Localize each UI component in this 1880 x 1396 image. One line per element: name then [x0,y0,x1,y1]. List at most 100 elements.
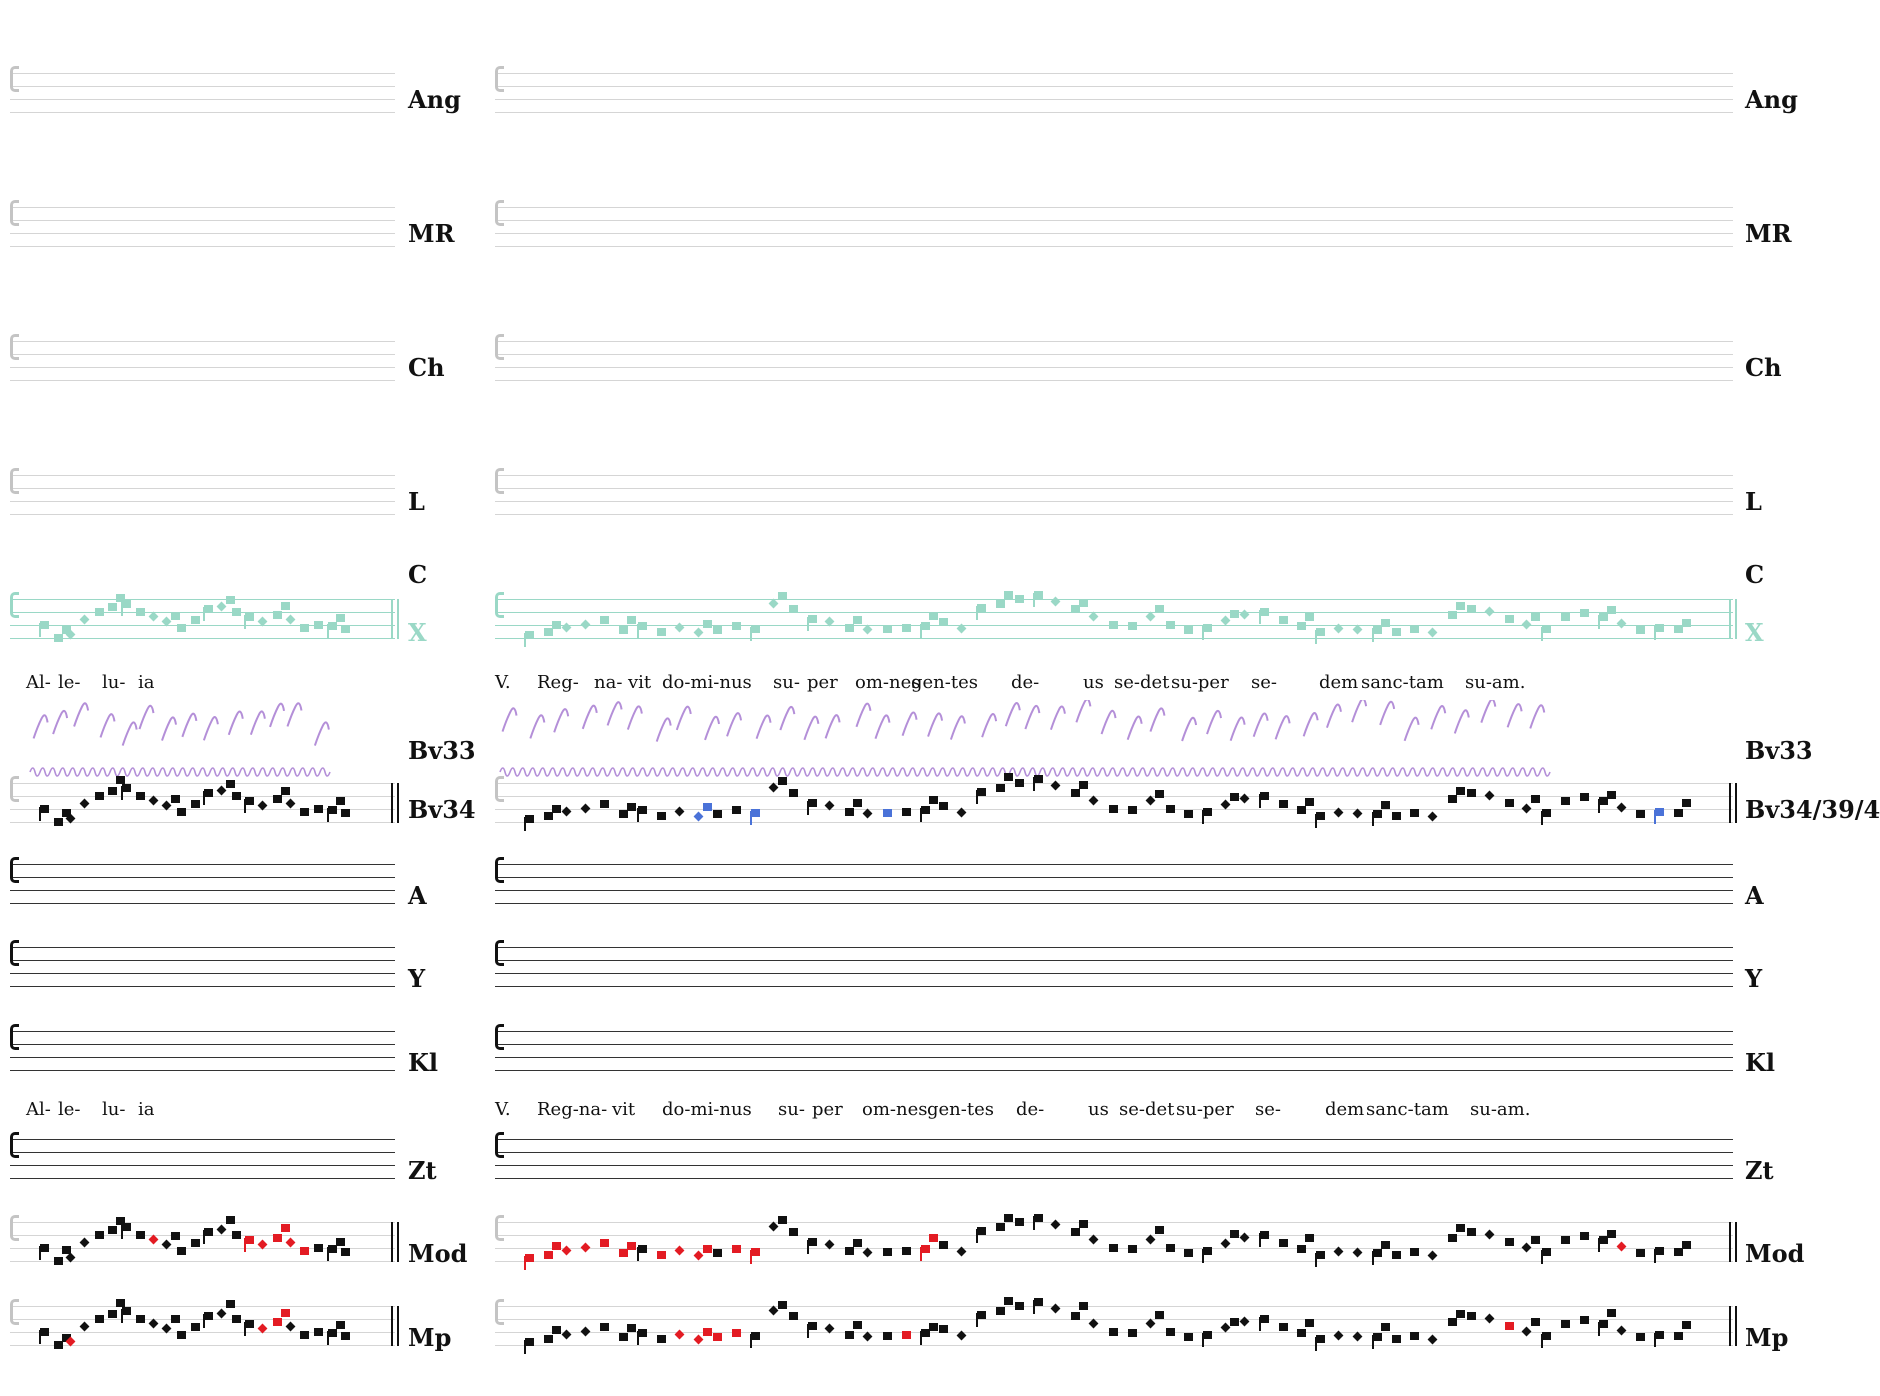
neume [1071,605,1081,614]
neume [845,1246,855,1255]
staff-line [495,1306,1733,1307]
neume [122,1307,132,1316]
manuscript-stroke [655,717,672,742]
neume [135,792,145,800]
neume-stem [637,1331,640,1346]
c-clef-icon [10,334,19,360]
staff-line [495,1057,1733,1058]
neume [551,1325,561,1334]
neume [853,1239,863,1248]
neume-stem [1654,625,1657,640]
lyric-syllable: se- [1251,672,1277,693]
neume [285,614,295,625]
neume-stem [121,602,124,617]
neume [108,1309,118,1318]
neume [674,1245,685,1256]
lyric-syllable: vit [612,1099,636,1120]
barline-icon [391,599,393,639]
neume [1352,1247,1363,1258]
neume [327,622,337,631]
manuscript-stroke [99,713,116,738]
staff-line [10,890,395,891]
neume [1127,622,1137,631]
neume [702,619,712,628]
neume-stem [976,790,979,805]
staff-line [10,783,395,784]
manuscript-stroke [181,712,198,738]
neume [1297,622,1307,631]
neume-stem [524,633,526,648]
neume [995,1307,1005,1316]
neume [204,1312,214,1321]
neume-stem [1597,1238,1600,1253]
siglum-label: A [1745,881,1764,910]
neume [627,802,637,811]
neume [1448,1317,1458,1326]
manuscript-stroke [1529,704,1546,729]
manuscript-stroke [1403,716,1420,742]
neume [920,1329,930,1338]
neume [300,1330,310,1339]
neume-stem [750,626,753,641]
neume [1297,806,1307,815]
manuscript-stroke [1075,700,1092,723]
neume [1456,1309,1466,1318]
neume [768,1305,779,1316]
neume [862,808,873,819]
staff-line [495,1178,1733,1179]
manuscript-stroke [1126,715,1143,741]
neume [882,1247,892,1256]
neume [1184,1333,1194,1342]
neume-stem [326,1331,329,1346]
neume [1682,1240,1692,1249]
neume [190,799,200,808]
staff-line [10,1165,395,1166]
siglum-label: C [408,560,428,589]
staff-line [495,112,1733,113]
neume [1561,1236,1571,1245]
staff-line [10,822,395,823]
neume-stem [1541,1333,1544,1348]
neume [600,615,610,624]
neume [928,1234,938,1243]
neume-stem [1032,777,1035,792]
manuscript-stroke [803,715,820,741]
neume [674,1329,685,1340]
neume [1410,808,1420,817]
staff-line [495,1044,1733,1045]
neume [245,797,255,806]
neume [171,794,181,803]
neume [901,623,911,632]
neume [1606,1309,1616,1318]
manuscript-stroke [1004,702,1021,727]
neume [939,618,949,627]
neume [176,623,186,632]
manuscript-stroke [824,714,841,739]
neume [335,796,345,805]
neume [1542,808,1552,817]
neume [1014,1218,1024,1226]
neume [245,1236,255,1245]
neume [1636,1333,1646,1342]
staff-line [10,1139,395,1140]
lyric-syllable: lu- [102,1099,126,1120]
neume [1598,1320,1608,1329]
manuscript-stroke [138,704,155,730]
staff-line [10,233,395,234]
neume [1579,1316,1589,1325]
siglum-label: Mp [1745,1323,1789,1352]
neume [525,631,534,640]
neume [619,626,629,635]
manuscript-stroke [1453,709,1470,734]
neume [1203,1330,1213,1339]
neume [751,1331,761,1340]
neume-stem [750,1333,753,1348]
neume [1466,1312,1476,1321]
neume [1484,606,1495,617]
staff-line [10,947,395,948]
neume-stem [976,1229,979,1244]
neume [1203,807,1213,816]
manuscript-stroke [1506,703,1523,728]
staff-line [495,367,1733,368]
staff-line [10,354,395,355]
